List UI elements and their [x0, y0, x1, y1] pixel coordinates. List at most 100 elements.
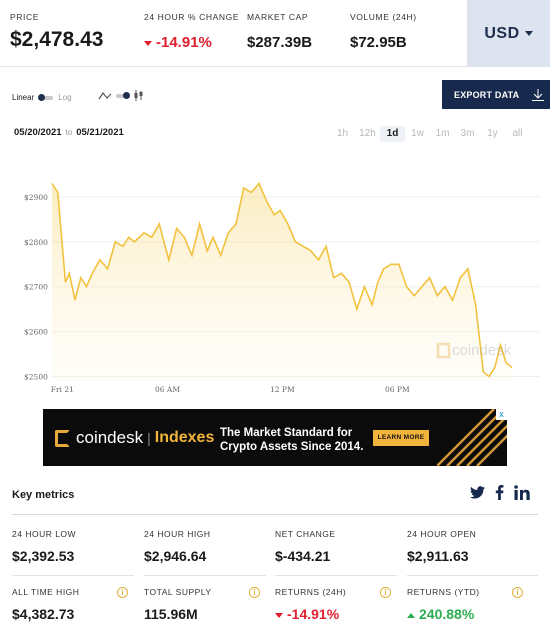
metric-24h-high: 24 HOUR HIGH $2,946.64 [144, 529, 264, 564]
metric-label: RETURNS (YTD) [407, 587, 480, 597]
change-value-wrap: -14.91% [144, 34, 239, 51]
x-tick-label: Fri 21 [51, 385, 74, 394]
change-stat: 24 HOUR % CHANGE -14.91% [144, 12, 239, 51]
export-data-button[interactable]: EXPORT DATA [442, 80, 550, 109]
volume-value: $72.95B [350, 34, 407, 51]
metric-value: 115.96M [144, 606, 198, 622]
market-cap-stat: MARKET CAP $287.39B [247, 12, 312, 51]
x-axis: Fri 21 06 AM 12 PM 06 PM [51, 385, 410, 394]
currency-value: USD [484, 24, 520, 42]
metric-net-change: NET CHANGE $-434.21 [275, 529, 395, 564]
metric-total-supply: TOTAL SUPPLY 115.96M [144, 587, 264, 622]
date-to[interactable]: 05/21/2021 [76, 127, 124, 138]
scale-switch[interactable] [38, 93, 54, 101]
facebook-icon[interactable] [495, 485, 504, 500]
range-tab-1h[interactable]: 1h [336, 128, 349, 139]
y-tick-label: $2800 [24, 238, 48, 247]
metric-label: 24 HOUR HIGH [144, 529, 211, 539]
metric-divider [407, 575, 538, 576]
chart-type-switch[interactable] [116, 91, 130, 99]
price-chart[interactable]: $2900 $2800 $2700 $2600 $2500 Fri 21 06 AM 12 … [0, 155, 550, 400]
chart-type-knob [123, 91, 130, 99]
ad-banner[interactable]: coindesk | Indexes The Market Standard f… [43, 409, 507, 466]
metric-value: $4,382.73 [12, 606, 75, 622]
price-value: $2,478.43 [10, 28, 104, 51]
y-tick-label: $2700 [24, 283, 48, 292]
range-tab-3m[interactable]: 3m [460, 128, 475, 139]
range-tab-1y[interactable]: 1y [487, 128, 498, 139]
x-tick-label: 12 PM [270, 385, 295, 394]
volume-label: VOLUME (24H) [350, 12, 417, 22]
metric-divider [144, 575, 266, 576]
line-chart-icon[interactable] [98, 91, 112, 101]
price-area [52, 183, 512, 381]
currency-selector[interactable]: USD [467, 0, 550, 67]
ad-brand: coindesk [76, 428, 144, 447]
export-label: EXPORT DATA [454, 89, 520, 100]
metric-value-wrap: 240.88% [407, 606, 527, 622]
range-tab-1d[interactable]: 1d [380, 126, 405, 142]
info-icon[interactable]: i [117, 587, 128, 598]
metric-returns-24h: RETURNS (24H) -14.91% [275, 587, 395, 622]
metric-label: NET CHANGE [275, 529, 336, 539]
x-tick-label: 06 PM [385, 385, 410, 394]
range-tab-1m[interactable]: 1m [435, 128, 450, 139]
coindesk-logo-icon [55, 429, 70, 447]
close-icon[interactable]: x [496, 409, 507, 420]
range-tab-1w[interactable]: 1w [411, 128, 424, 139]
price-line [51, 182, 513, 378]
up-arrow-icon [407, 612, 415, 618]
scale-toggle[interactable]: Linear Log [12, 93, 72, 102]
metric-label: ALL TIME HIGH [12, 587, 80, 597]
market-cap-value: $287.39B [247, 34, 313, 51]
ad-tagline-2: Crypto Assets Since 2014. [220, 441, 364, 453]
metric-returns-ytd: RETURNS (YTD) 240.88% [407, 587, 527, 622]
volume-stat: VOLUME (24H) $72.95B [350, 12, 417, 51]
metric-value-wrap: -14.91% [275, 606, 395, 622]
linear-label: Linear [12, 93, 35, 102]
chart-type-toggle[interactable] [98, 90, 144, 101]
metric-label: TOTAL SUPPLY [144, 587, 212, 597]
metric-label: RETURNS (24H) [275, 587, 347, 597]
ad-tagline: The Market Standard for Crypto Assets Si… [220, 426, 363, 454]
range-tab-all[interactable]: all [512, 128, 523, 139]
info-icon[interactable]: i [249, 587, 260, 598]
date-from[interactable]: 05/20/2021 [14, 127, 62, 138]
y-tick-label: $2500 [24, 373, 48, 382]
metric-value: $2,392.53 [12, 548, 75, 564]
y-tick-label: $2900 [24, 193, 48, 202]
metric-value: -14.91% [287, 606, 340, 622]
metric-divider [275, 575, 397, 576]
metric-label: 24 HOUR LOW [12, 529, 77, 539]
metric-24h-open: 24 HOUR OPEN $2,911.63 [407, 529, 527, 564]
date-range[interactable]: 05/20/2021 to 05/21/2021 [14, 127, 124, 138]
metric-label: 24 HOUR OPEN [407, 529, 477, 539]
social-share [470, 485, 530, 500]
range-tab-12h[interactable]: 12h [359, 128, 376, 139]
ad-stripes-decoration [437, 409, 507, 466]
watermark-text: coindesk [452, 342, 512, 359]
y-axis: $2900 $2800 $2700 $2600 $2500 [24, 193, 48, 382]
log-label: Log [58, 93, 72, 102]
metric-divider [12, 575, 134, 576]
linkedin-icon[interactable] [514, 485, 530, 500]
coindesk-watermark: coindesk [436, 342, 512, 359]
change-value: -14.91% [156, 34, 212, 51]
metric-value: 240.88% [419, 606, 475, 622]
candlestick-icon[interactable] [134, 90, 144, 101]
price-stat: PRICE $2,478.43 [10, 12, 103, 52]
learn-more-button[interactable]: LEARN MORE [373, 430, 429, 446]
ad-divider: | [147, 430, 151, 446]
change-label: 24 HOUR % CHANGE [144, 12, 240, 22]
info-icon[interactable]: i [512, 587, 523, 598]
metric-value: $-434.21 [275, 548, 331, 564]
key-metrics-divider [12, 514, 538, 515]
info-icon[interactable]: i [380, 587, 391, 598]
price-label: PRICE [10, 12, 39, 22]
time-range-tabs: 1h 12h 1d 1w 1m 3m 1y all [330, 126, 530, 142]
metric-value: $2,911.63 [407, 548, 469, 564]
down-arrow-icon [144, 40, 152, 46]
x-tick-label: 06 AM [155, 385, 180, 394]
twitter-icon[interactable] [470, 486, 485, 499]
ad-brand-sub: Indexes [154, 429, 215, 446]
